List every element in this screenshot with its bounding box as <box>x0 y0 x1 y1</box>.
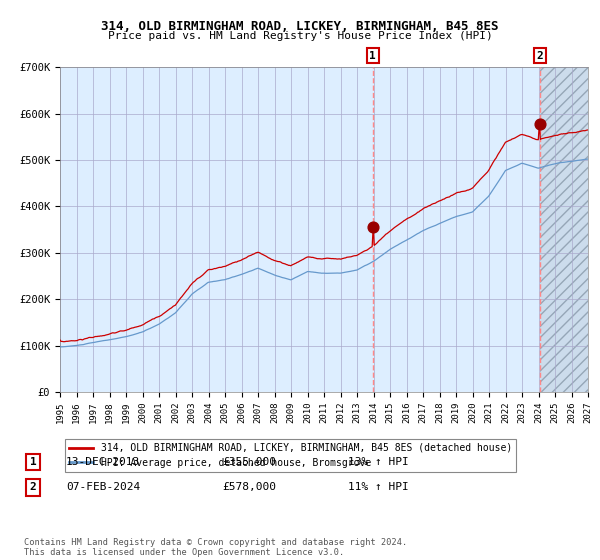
Text: 314, OLD BIRMINGHAM ROAD, LICKEY, BIRMINGHAM, B45 8ES: 314, OLD BIRMINGHAM ROAD, LICKEY, BIRMIN… <box>101 20 499 32</box>
Legend: 314, OLD BIRMINGHAM ROAD, LICKEY, BIRMINGHAM, B45 8ES (detached house), HPI: Ave: 314, OLD BIRMINGHAM ROAD, LICKEY, BIRMIN… <box>65 439 516 472</box>
Text: Price paid vs. HM Land Registry's House Price Index (HPI): Price paid vs. HM Land Registry's House … <box>107 31 493 41</box>
Text: 13% ↑ HPI: 13% ↑ HPI <box>348 457 409 467</box>
Text: £355,000: £355,000 <box>222 457 276 467</box>
Bar <box>540 67 588 392</box>
Text: 2: 2 <box>29 482 37 492</box>
Text: 1: 1 <box>29 457 37 467</box>
Point <box>535 119 545 128</box>
Point <box>368 223 377 232</box>
Text: 2: 2 <box>536 51 543 60</box>
Text: 13-DEC-2013: 13-DEC-2013 <box>66 457 140 467</box>
Text: 1: 1 <box>370 51 376 60</box>
Text: 11% ↑ HPI: 11% ↑ HPI <box>348 482 409 492</box>
Text: £578,000: £578,000 <box>222 482 276 492</box>
Text: 07-FEB-2024: 07-FEB-2024 <box>66 482 140 492</box>
Text: Contains HM Land Registry data © Crown copyright and database right 2024.
This d: Contains HM Land Registry data © Crown c… <box>24 538 407 557</box>
